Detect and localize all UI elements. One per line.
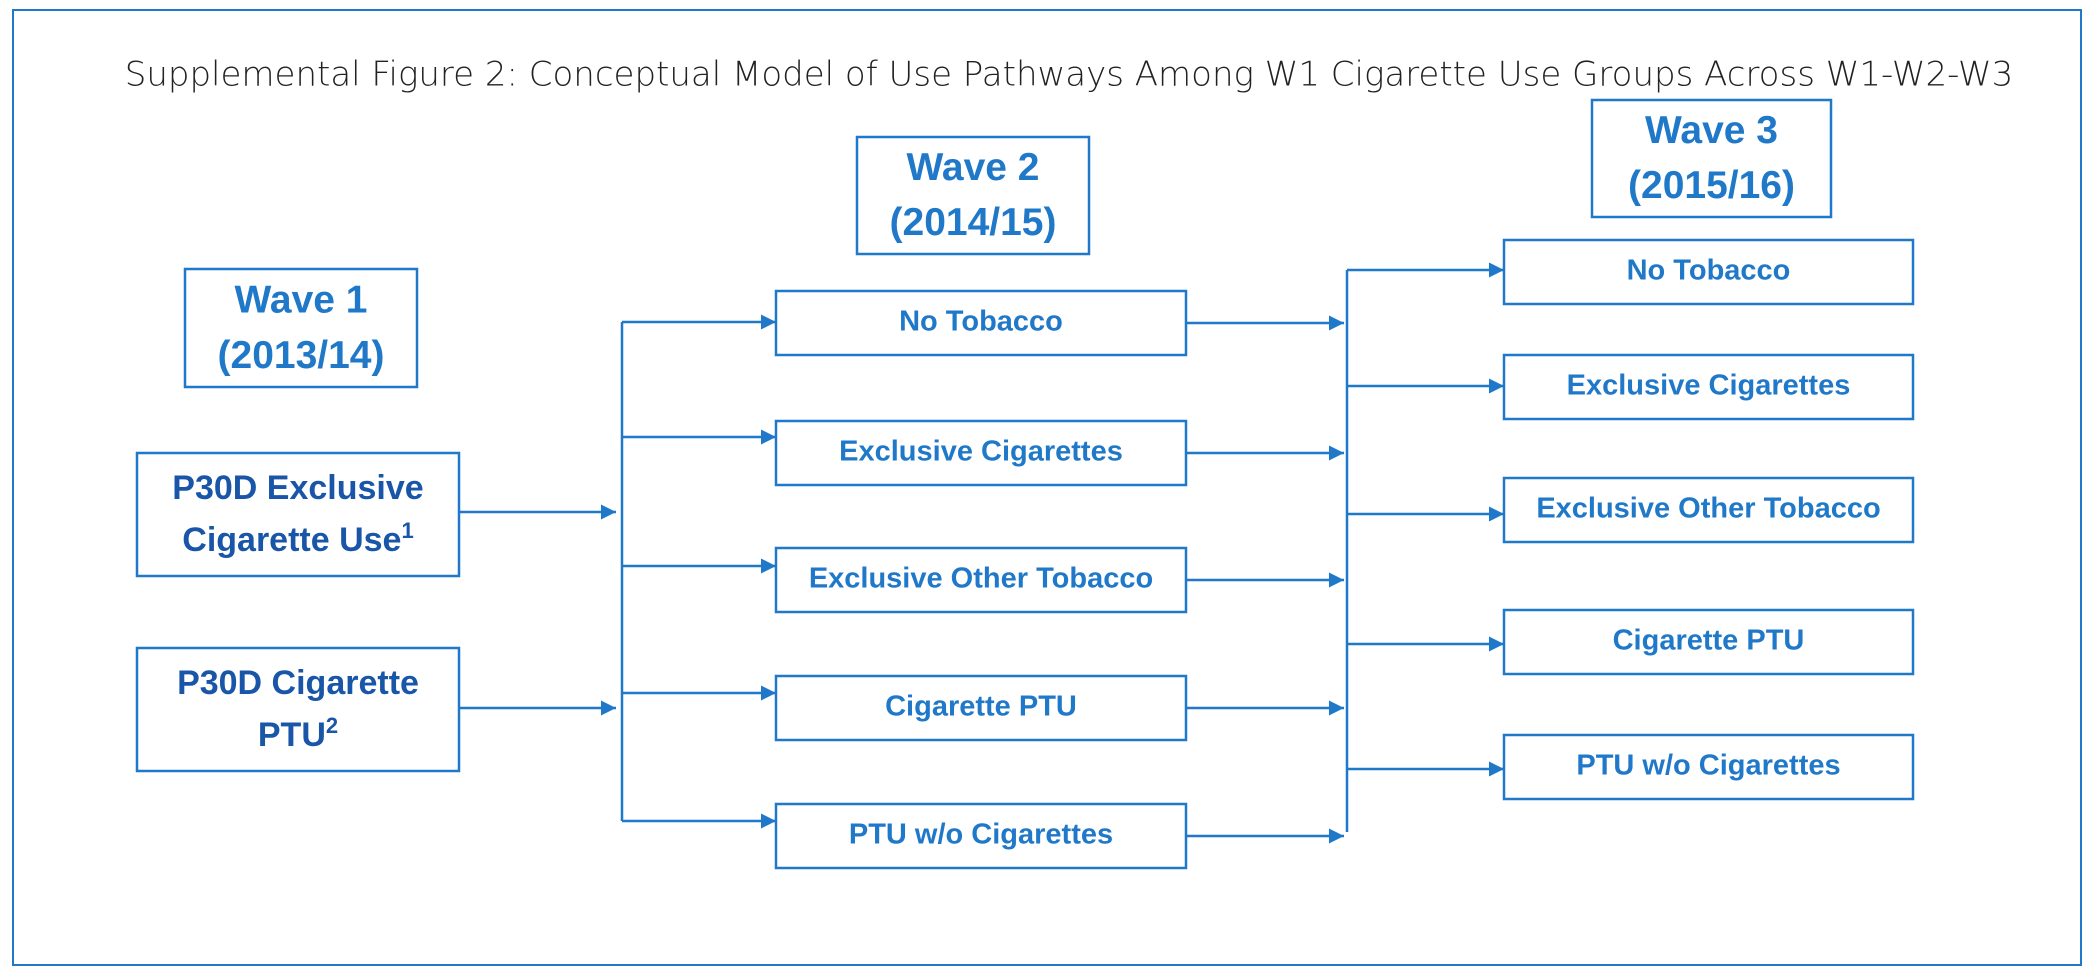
wave-period: (2014/15): [890, 201, 1057, 244]
w1-node-box: [135, 451, 461, 578]
node-box: [1502, 476, 1915, 544]
wave-label: Wave 3: [1645, 109, 1778, 152]
node-box: [774, 674, 1188, 742]
footnote-mark: 2: [326, 713, 338, 738]
node-label: PTU w/o Cigarettes: [1576, 750, 1840, 782]
node-box: [1502, 733, 1915, 801]
footnote-mark: 1: [401, 518, 413, 543]
w1-node-line: P30D Cigarette: [177, 664, 419, 702]
node-label: Cigarette PTU: [1613, 625, 1805, 657]
node-label: Exclusive Other Tobacco: [1536, 493, 1880, 525]
node-label: Exclusive Other Tobacco: [809, 563, 1153, 595]
wave-period: (2015/16): [1628, 164, 1795, 207]
w1-node-text: PTU2: [258, 713, 338, 754]
wave-period: (2013/14): [218, 334, 385, 377]
w1-node-line: P30D Exclusive: [172, 469, 423, 507]
node-box: [1502, 353, 1915, 421]
wave-label: Wave 2: [907, 146, 1040, 189]
node-box: [774, 802, 1188, 870]
w1-node-text: P30D Cigarette: [177, 664, 419, 702]
wave-box: [183, 267, 419, 389]
node-label: Cigarette PTU: [885, 691, 1077, 723]
node-box: [774, 546, 1188, 614]
wave-label: Wave 1: [235, 278, 368, 321]
node-box: [774, 419, 1188, 487]
node-box: [774, 289, 1188, 357]
node-box: [1502, 608, 1915, 676]
node-label: No Tobacco: [899, 306, 1063, 338]
w1-node-line: PTU: [258, 716, 326, 754]
w1-node-text: Cigarette Use1: [182, 518, 413, 559]
node-label: Exclusive Cigarettes: [1567, 370, 1851, 402]
node-label: PTU w/o Cigarettes: [849, 819, 1113, 851]
node-box: [1502, 238, 1915, 306]
wave-box: [855, 135, 1091, 256]
node-label: Exclusive Cigarettes: [839, 436, 1123, 468]
node-label: No Tobacco: [1627, 255, 1791, 287]
w1-node-text: P30D Exclusive: [172, 469, 423, 507]
w1-node-line: Cigarette Use: [182, 521, 401, 559]
wave-box: [1590, 98, 1833, 219]
figure-title: Supplemental Figure 2: Conceptual Model …: [125, 55, 2014, 95]
w1-node-box: [135, 646, 461, 773]
frame: [12, 9, 2082, 966]
